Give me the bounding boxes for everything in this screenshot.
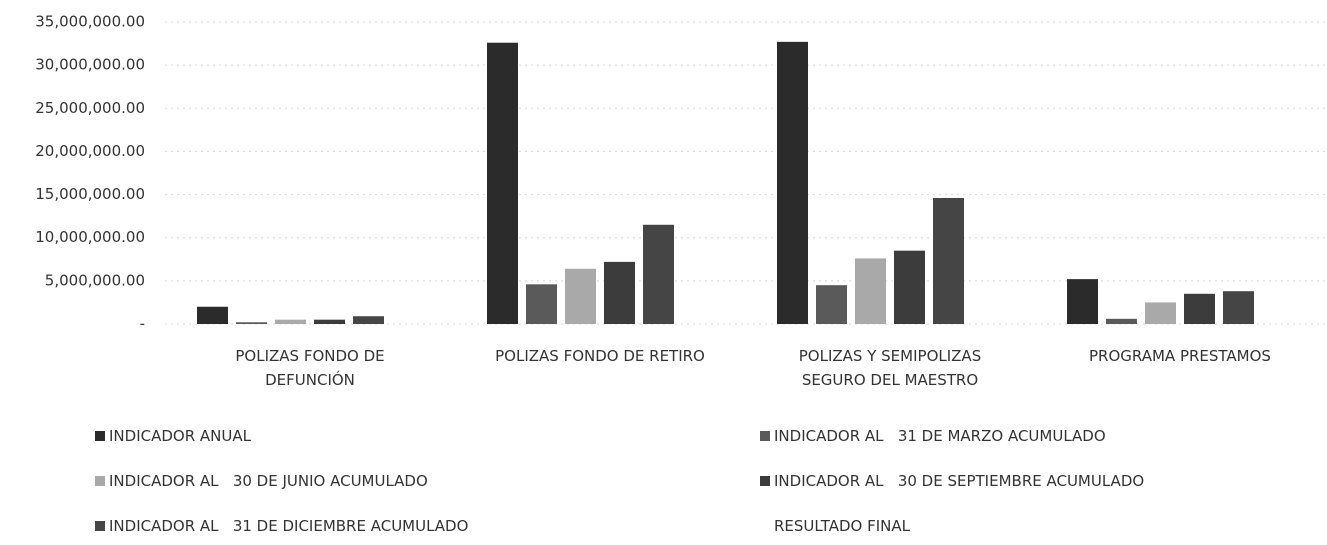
x-tick-label: POLIZAS FONDO DE RETIRO: [495, 347, 705, 365]
bar: [353, 316, 384, 324]
y-tick-label: 30,000,000.00: [35, 56, 145, 74]
bar: [1106, 318, 1137, 324]
legend-swatch: [760, 476, 770, 486]
bar: [855, 258, 886, 324]
legend-swatch: [95, 431, 105, 441]
y-tick-label: -: [140, 315, 145, 333]
y-tick-label: 10,000,000.00: [35, 228, 145, 246]
legend-entry: INDICADOR AL 30 DE JUNIO ACUMULADO: [95, 472, 428, 490]
y-tick-label: 15,000,000.00: [35, 185, 145, 203]
bar: [643, 224, 674, 324]
bar: [487, 42, 518, 325]
bar: [894, 250, 925, 324]
legend-label: RESULTADO FINAL: [774, 517, 910, 535]
bar: [1223, 291, 1254, 324]
legend-label: INDICADOR AL 30 DE JUNIO ACUMULADO: [109, 472, 428, 490]
bar: [236, 322, 267, 324]
bar: [526, 284, 557, 324]
x-tick-label: PROGRAMA PRESTAMOS: [1089, 347, 1271, 365]
bar: [197, 306, 228, 324]
legend-label: INDICADOR AL 30 DE SEPTIEMBRE ACUMULADO: [774, 472, 1145, 490]
legend-entry: INDICADOR AL 30 DE SEPTIEMBRE ACUMULADO: [760, 472, 1144, 490]
bar: [1145, 302, 1176, 324]
legend-entry: INDICADOR AL 31 DE DICIEMBRE ACUMULADO: [95, 517, 468, 535]
legend-label: INDICADOR AL 31 DE MARZO ACUMULADO: [774, 427, 1106, 445]
bar: [1067, 279, 1098, 324]
y-tick-label: 5,000,000.00: [45, 271, 145, 289]
legend-swatch: [760, 521, 770, 531]
y-tick-label: 25,000,000.00: [35, 99, 145, 117]
legend-swatch: [95, 521, 105, 531]
legend-swatch: [95, 476, 105, 486]
legend-swatch: [760, 431, 770, 441]
y-tick-label: 20,000,000.00: [35, 142, 145, 160]
bar: [275, 319, 306, 324]
legend-label: INDICADOR AL 31 DE DICIEMBRE ACUMULADO: [109, 517, 469, 535]
bar: [565, 268, 596, 324]
x-tick-label: POLIZAS FONDO DE DEFUNCIÓN: [235, 347, 385, 389]
bar: [604, 261, 635, 324]
legend-entry: INDICADOR ANUAL: [95, 427, 251, 445]
bar: [816, 285, 847, 324]
y-tick-label: 35,000,000.00: [35, 13, 145, 31]
bar: [314, 319, 345, 324]
legend-entry: INDICADOR AL 31 DE MARZO ACUMULADO: [760, 427, 1106, 445]
x-tick-label: POLIZAS Y SEMIPOLIZAS SEGURO DEL MAESTRO: [798, 347, 982, 389]
bar: [777, 41, 808, 325]
legend-entry: RESULTADO FINAL: [760, 517, 910, 535]
bar: [1184, 293, 1215, 324]
legend-label: INDICADOR ANUAL: [109, 427, 251, 445]
bar: [933, 198, 964, 324]
